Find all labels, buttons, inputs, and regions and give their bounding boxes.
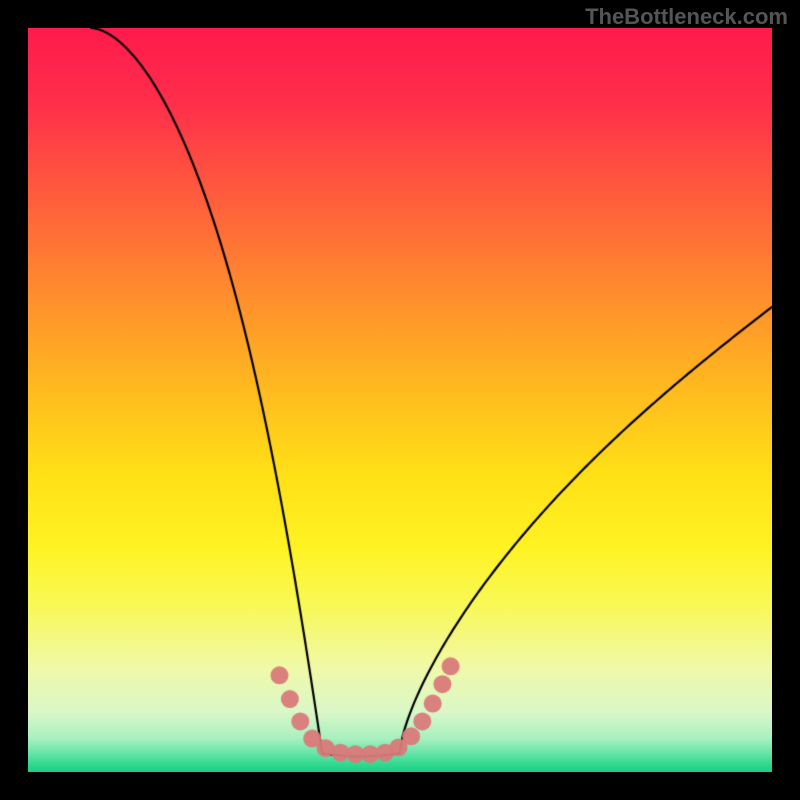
plot-outer-frame (0, 0, 800, 800)
watermark-text: TheBottleneck.com (585, 4, 788, 30)
bottleneck-curve (0, 0, 800, 800)
